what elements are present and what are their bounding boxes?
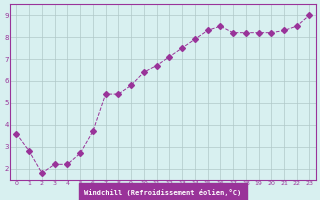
X-axis label: Windchill (Refroidissement éolien,°C): Windchill (Refroidissement éolien,°C) bbox=[84, 189, 242, 196]
